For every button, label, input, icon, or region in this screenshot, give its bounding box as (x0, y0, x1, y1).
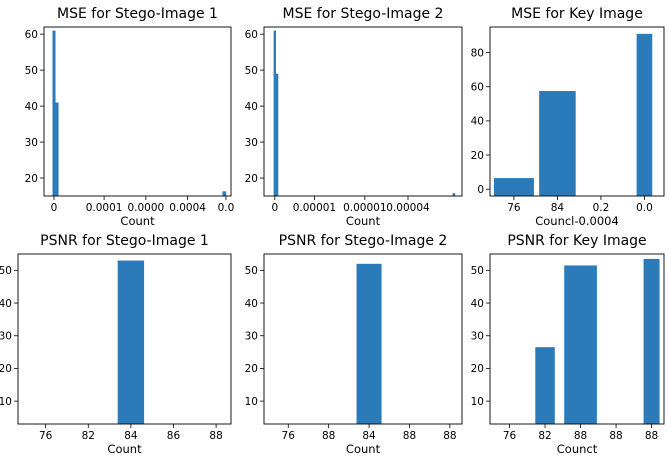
axes-frame (17, 253, 232, 425)
y-tick-label: 30 (471, 331, 484, 343)
bar-2 (539, 91, 576, 196)
x-tick-label: 88 (443, 430, 456, 442)
chart-title: PSNR for Stego-Image 2 (279, 233, 448, 249)
bar-2 (275, 73, 279, 196)
chart-panel-1: 0 0.0001 0.0000 0.0004 0.0 20 30 40 50 60 MSE for … (25, 6, 235, 228)
x-axis-label: Councl-0.0004 (535, 214, 619, 228)
chart-panel-3: 76 84 0.2 0.0 0 20 40 60 80 MSE for Key Image Coun… (471, 6, 665, 228)
x-axis-label: Count (107, 442, 142, 456)
x-tick-label: 84 (362, 430, 376, 442)
x-tick-label: 88 (574, 430, 587, 442)
bar-3 (643, 258, 660, 424)
y-tick-label: 40 (245, 101, 258, 113)
y-tick-label: 60 (471, 82, 484, 94)
y-tick-label: 10 (471, 396, 484, 408)
bar-1 (273, 30, 276, 196)
bar-2 (55, 102, 59, 196)
bar-2 (564, 265, 597, 424)
x-tick-label: 86 (167, 430, 181, 442)
y-tick-label: 50 (25, 65, 38, 77)
y-tick-label: 20 (0, 363, 12, 375)
chart-panel-6: 76 82 88 88 88 10 20 30 40 50 PSNR for Key Image Co… (471, 233, 665, 456)
x-tick-label: 88 (322, 430, 335, 442)
y-tick-label: 40 (471, 116, 484, 128)
chart-title: MSE for Stego-Image 2 (283, 6, 444, 22)
x-tick-label: 82 (82, 430, 95, 442)
axes-frame (43, 26, 232, 197)
axes-frame (489, 253, 665, 425)
y-tick-label: 30 (0, 331, 12, 343)
y-tick-label: 50 (245, 265, 258, 277)
y-tick-label: 10 (245, 396, 258, 408)
chart-title: MSE for Key Image (511, 6, 643, 22)
chart-title: PSNR for Key Image (507, 233, 646, 249)
x-axis-label: Counct (557, 442, 598, 456)
y-tick-label: 20 (25, 173, 38, 185)
axes-frame (263, 26, 463, 197)
x-tick-label: 76 (507, 202, 521, 214)
y-tick-label: 50 (471, 265, 484, 277)
bar-3 (222, 191, 227, 196)
y-tick-label: 20 (471, 150, 484, 162)
y-tick-label: 80 (471, 47, 484, 59)
bar-1 (356, 263, 382, 424)
x-tick-label: 88 (403, 430, 416, 442)
y-tick-label: 20 (245, 363, 258, 375)
y-tick-label: 40 (471, 298, 484, 310)
x-tick-label: 0.0001 (86, 202, 123, 214)
axes-frame (263, 253, 463, 425)
chart-panel-4: 76 82 84 86 88 10 20 30 40 50 PSNR for Stego-Image… (0, 233, 232, 456)
chart-title: PSNR for Stego-Image 1 (40, 233, 209, 249)
x-tick-label: 76 (503, 430, 517, 442)
x-tick-label: 88 (609, 430, 622, 442)
y-tick-label: 40 (25, 101, 38, 113)
x-tick-label: 0.0 (218, 202, 235, 214)
x-tick-label: 88 (209, 430, 222, 442)
y-tick-label: 40 (0, 298, 12, 310)
y-tick-label: 50 (0, 265, 12, 277)
y-tick-label: 50 (245, 65, 258, 77)
bar-1 (52, 30, 56, 196)
x-tick-label: 0.00001 (293, 202, 336, 214)
x-tick-label: 84 (551, 202, 565, 214)
axes-frame (489, 26, 665, 197)
y-tick-label: 30 (245, 331, 258, 343)
y-tick-label: 40 (245, 298, 258, 310)
x-tick-label: 0.2 (593, 202, 610, 214)
x-tick-label: 0.0 (636, 202, 653, 214)
y-tick-label: 30 (25, 137, 38, 149)
x-tick-label: 82 (538, 430, 551, 442)
x-tick-label: 0.0004 (169, 202, 206, 214)
y-tick-label: 0 (477, 184, 484, 196)
y-tick-label: 20 (471, 363, 484, 375)
y-tick-label: 10 (0, 396, 12, 408)
bar-1 (535, 347, 555, 424)
y-tick-label: 60 (25, 29, 38, 41)
y-tick-label: 30 (245, 137, 258, 149)
x-axis-label: Count (346, 442, 381, 456)
chart-panel-5: 76 88 84 88 88 10 20 30 40 50 PSNR for Stego-Image… (245, 233, 463, 456)
x-tick-label: 0.0000 (127, 202, 164, 214)
y-tick-label: 20 (245, 173, 258, 185)
x-axis-label: Count (346, 214, 381, 228)
x-tick-label: 0 (271, 202, 278, 214)
y-tick-label: 60 (245, 29, 258, 41)
x-tick-label: 0.00004 (386, 202, 430, 214)
chart-title: MSE for Stego-Image 1 (57, 6, 218, 22)
bar-1 (493, 178, 534, 196)
x-tick-label: 84 (124, 430, 138, 442)
x-tick-label: 76 (39, 430, 53, 442)
x-tick-label: 0 (51, 202, 58, 214)
x-axis-label: Count (120, 214, 155, 228)
bar-1 (117, 260, 145, 424)
x-tick-label: 76 (282, 430, 296, 442)
bar-3 (636, 33, 653, 196)
x-tick-label: 88 (645, 430, 658, 442)
bar-3 (452, 193, 456, 196)
x-tick-label: 0.00001 (343, 202, 386, 214)
